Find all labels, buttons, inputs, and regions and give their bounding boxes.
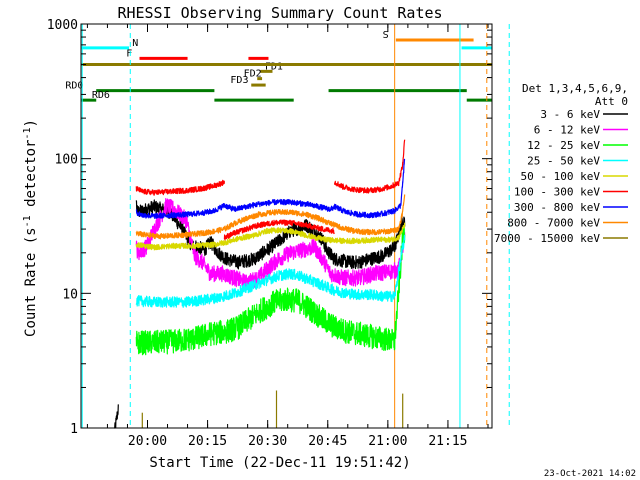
x-axis-label: Start Time (22-Dec-11 19:51:42) [149, 455, 410, 471]
flag-label: RD0 [65, 81, 83, 92]
y-axis-label-part: -1 [22, 127, 33, 139]
y-axis-label-part: ) [23, 119, 39, 127]
flag-label: RD6 [92, 90, 110, 101]
series-line [135, 199, 406, 270]
flag-label: FD1 [265, 61, 283, 72]
y-tick-label: 1 [70, 422, 78, 437]
y-tick-label: 1000 [47, 18, 78, 33]
x-tick-label: 20:00 [128, 434, 167, 449]
legend-label: 25 - 50 keV [527, 155, 600, 168]
x-tick-label: 20:30 [248, 434, 287, 449]
legend: Det 1,3,4,5,6,9,Att 03 - 6 keV 6 - 12 keV… [494, 82, 628, 245]
y-axis-label-part: -1 [22, 215, 33, 227]
series-line [135, 179, 225, 196]
series-lines [113, 139, 406, 429]
legend-label: 6 - 12 keV [534, 124, 601, 137]
time-markers [81, 24, 510, 428]
legend-header: Att 0 [595, 95, 628, 108]
legend-header: Det 1,3,4,5,6,9, [522, 82, 628, 95]
series-line [135, 194, 406, 240]
legend-label: 3 - 6 keV [540, 108, 600, 121]
y-axis-label-part: detector [23, 140, 39, 216]
legend-label: 12 - 25 keV [527, 139, 600, 152]
x-tick-label: 21:00 [368, 434, 407, 449]
series-line [135, 158, 406, 219]
plot-frame [80, 23, 493, 429]
x-tick-label: 20:15 [188, 434, 227, 449]
x-tick-label: 21:15 [428, 434, 467, 449]
x-tick-label: 20:45 [308, 434, 347, 449]
series-line [135, 222, 406, 251]
series-line [135, 225, 406, 356]
legend-label: 50 - 100 keV [521, 170, 601, 183]
y-tick-label: 100 [55, 153, 78, 168]
legend-label: 100 - 300 keV [514, 186, 600, 199]
series-line [113, 404, 119, 429]
series-line [135, 198, 406, 291]
series-line [223, 219, 336, 241]
chart-title: RHESSI Observing Summary Count Rates [117, 4, 442, 22]
legend-label: 300 - 800 keV [514, 201, 600, 214]
flag-label: F [126, 48, 132, 59]
axes: 20:00 20:15 20:30 20:45 21:00 21:15 1 10 100 1000 [47, 18, 493, 449]
series-line [135, 234, 406, 308]
series-line [334, 139, 406, 194]
y-axis-label: Count Rate (s-1 detector-1) [22, 119, 40, 337]
flag-label: FD3 [230, 75, 248, 86]
flag-label: FD2 [244, 69, 262, 80]
y-axis-label-part: Count Rate (s [23, 227, 39, 337]
legend-label: 7000 - 15000 keV [494, 232, 600, 245]
legend-label: 800 - 7000 keV [507, 217, 600, 230]
flag-label: S [383, 30, 389, 41]
flag-label: N [132, 38, 138, 49]
footer-timestamp: 23-Oct-2021 14:02 [544, 469, 636, 479]
y-tick-label: 10 [62, 287, 78, 302]
